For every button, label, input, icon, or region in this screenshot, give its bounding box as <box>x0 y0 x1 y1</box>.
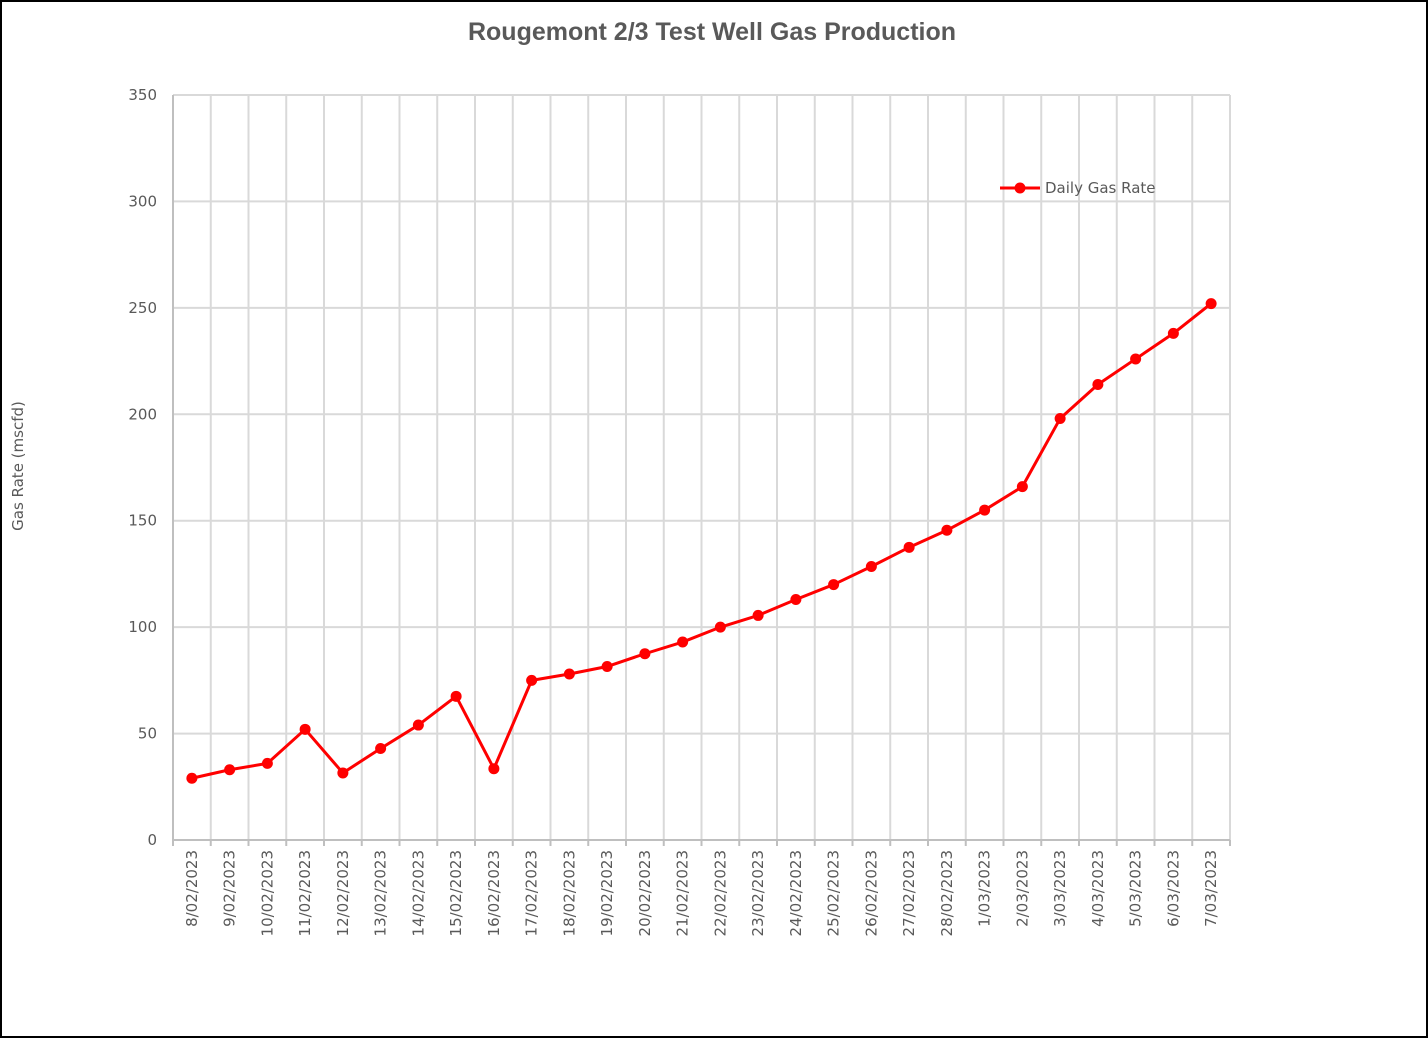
x-tick-label: 6/03/2023 <box>1164 850 1182 927</box>
x-tick-label: 9/02/2023 <box>221 850 239 927</box>
data-point <box>752 609 764 621</box>
data-point <box>1130 353 1142 365</box>
data-point <box>1054 413 1066 425</box>
x-tick-label: 15/02/2023 <box>447 850 465 936</box>
x-tick-label: 1/03/2023 <box>976 850 994 927</box>
legend-label: Daily Gas Rate <box>1045 179 1156 197</box>
x-tick-label: 14/02/2023 <box>409 850 427 936</box>
legend-marker-icon <box>1014 182 1026 194</box>
x-tick-label: 13/02/2023 <box>372 850 390 936</box>
legend: Daily Gas Rate <box>1000 179 1156 197</box>
x-tick-label: 17/02/2023 <box>523 850 541 936</box>
x-tick-label: 28/02/2023 <box>938 850 956 936</box>
data-point <box>1167 327 1179 339</box>
data-point <box>563 668 575 680</box>
data-point <box>790 593 802 605</box>
data-point <box>903 541 915 553</box>
x-tick-labels: 8/02/2023 9/02/2023 10/02/2023 11/02/2023 12… <box>183 850 1220 936</box>
y-tick-label: 200 <box>128 405 157 423</box>
series-group <box>186 298 1217 784</box>
data-point <box>1205 298 1217 310</box>
x-tick-label: 27/02/2023 <box>900 850 918 936</box>
y-tick-label: 300 <box>128 192 157 210</box>
data-point <box>261 757 273 769</box>
data-point <box>828 579 840 591</box>
data-point <box>224 764 236 776</box>
data-point <box>601 661 613 673</box>
data-point <box>337 767 349 779</box>
gridlines <box>173 94 1231 840</box>
y-tick-label: 150 <box>128 512 157 530</box>
data-point <box>1092 378 1104 390</box>
x-tick-label: 23/02/2023 <box>749 850 767 936</box>
y-tick-labels: 0 50 100 150 200 250 300 350 <box>128 86 157 849</box>
data-point <box>526 674 538 686</box>
series-line <box>191 302 1213 780</box>
x-tick-label: 2/03/2023 <box>1013 850 1031 927</box>
x-tick-label: 18/02/2023 <box>560 850 578 936</box>
x-tick-label: 21/02/2023 <box>674 850 692 936</box>
data-point <box>1016 481 1028 493</box>
data-point <box>450 690 462 702</box>
x-tick-label: 10/02/2023 <box>258 850 276 936</box>
x-tick-label: 22/02/2023 <box>711 850 729 936</box>
x-tick-label: 5/03/2023 <box>1127 850 1145 927</box>
y-tick-label: 0 <box>147 831 157 849</box>
x-tick-label: 4/03/2023 <box>1089 850 1107 927</box>
data-point <box>865 560 877 572</box>
data-point <box>941 524 953 536</box>
x-tick-label: 26/02/2023 <box>862 850 880 936</box>
data-point <box>412 719 424 731</box>
data-point <box>714 621 726 633</box>
axes <box>172 95 1231 846</box>
x-tick-label: 16/02/2023 <box>485 850 503 936</box>
data-point <box>375 742 387 754</box>
chart-title: Rougemont 2/3 Test Well Gas Production <box>467 18 957 46</box>
y-tick-label: 100 <box>128 618 157 636</box>
y-tick-label: 250 <box>128 299 157 317</box>
y-tick-label: 350 <box>128 86 157 104</box>
x-tick-label: 20/02/2023 <box>636 850 654 936</box>
data-point <box>186 772 198 784</box>
x-tick-label: 25/02/2023 <box>825 850 843 936</box>
y-tick-label: 50 <box>138 725 157 743</box>
x-tick-label: 12/02/2023 <box>334 850 352 936</box>
data-point <box>639 648 651 660</box>
x-tick-label: 19/02/2023 <box>598 850 616 936</box>
x-tick-label: 11/02/2023 <box>296 850 314 936</box>
data-point <box>488 763 500 775</box>
data-point <box>299 723 311 735</box>
data-point <box>677 636 689 648</box>
x-tick-label: 8/02/2023 <box>183 850 201 927</box>
x-tick-label: 7/03/2023 <box>1202 850 1220 927</box>
x-tick-label: 24/02/2023 <box>787 850 805 936</box>
data-point <box>979 504 991 516</box>
x-tick-label: 3/03/2023 <box>1051 850 1069 927</box>
